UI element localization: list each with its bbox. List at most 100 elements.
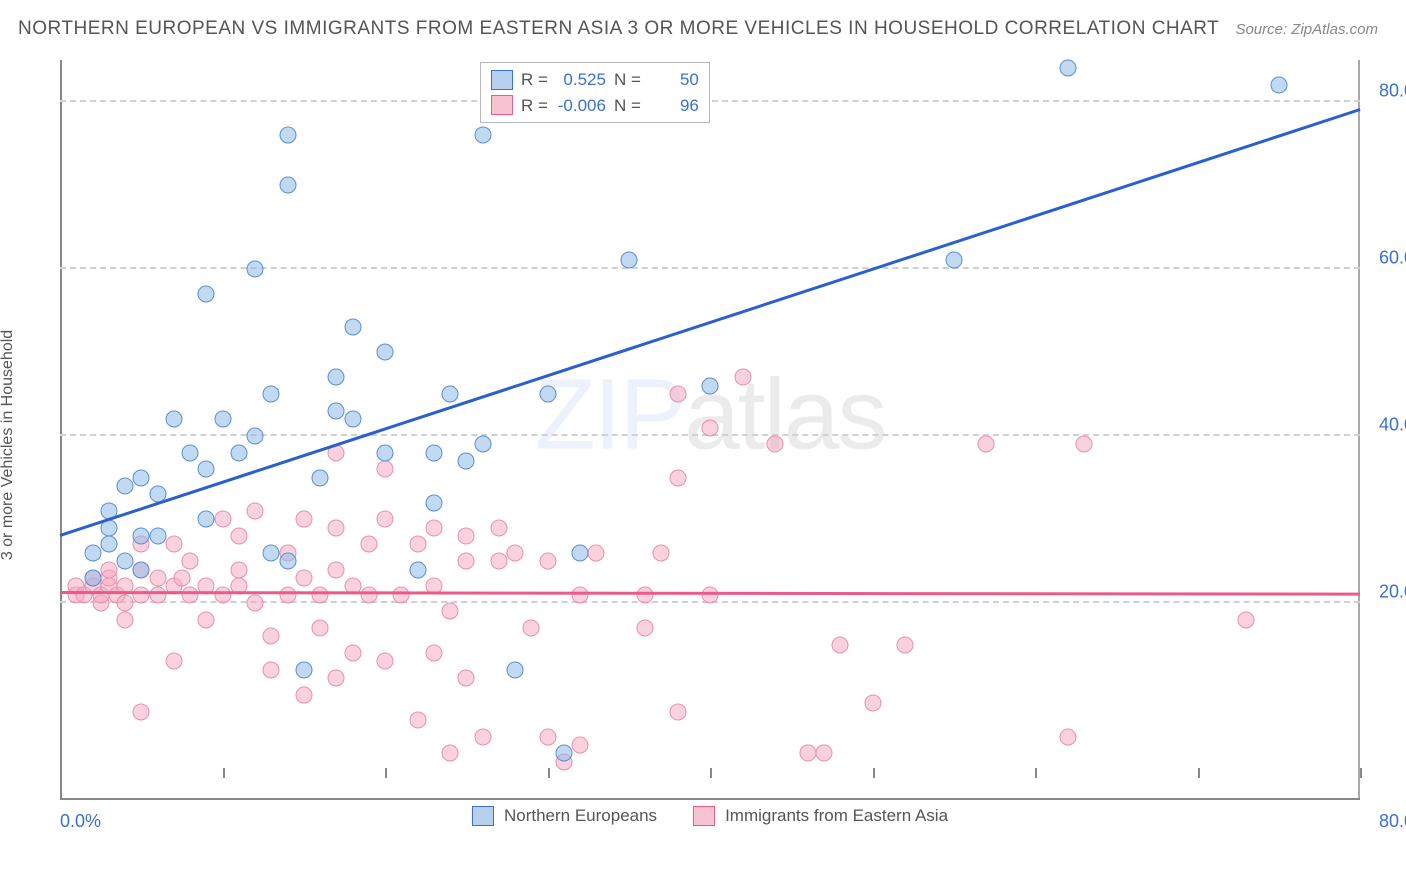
- plot-area: ZIPatlas 20.0%40.0%60.0%80.0%: [60, 60, 1360, 800]
- scatter-point: [702, 377, 719, 394]
- r-value-2: -0.006: [556, 93, 606, 119]
- scatter-point: [588, 544, 605, 561]
- scatter-point: [507, 661, 524, 678]
- scatter-point: [637, 586, 654, 603]
- legend-swatch-pink-b: [693, 806, 715, 826]
- scatter-point: [344, 319, 361, 336]
- scatter-point: [230, 561, 247, 578]
- scatter-point: [702, 586, 719, 603]
- legend-series: Northern Europeans Immigrants from Easte…: [472, 806, 948, 826]
- scatter-point: [669, 386, 686, 403]
- scatter-point: [978, 436, 995, 453]
- scatter-point: [393, 586, 410, 603]
- x-tick: [1198, 768, 1200, 778]
- scatter-point: [555, 745, 572, 762]
- scatter-point: [279, 553, 296, 570]
- scatter-point: [230, 528, 247, 545]
- scatter-point: [815, 745, 832, 762]
- source-label: Source: ZipAtlas.com: [1235, 21, 1378, 38]
- watermark: ZIPatlas: [535, 358, 886, 473]
- scatter-point: [247, 503, 264, 520]
- gridline: [60, 100, 1360, 102]
- scatter-point: [100, 561, 117, 578]
- r-value-1: 0.525: [556, 67, 606, 93]
- x-tick: [60, 768, 62, 778]
- scatter-point: [539, 386, 556, 403]
- scatter-point: [312, 469, 329, 486]
- scatter-point: [328, 402, 345, 419]
- scatter-point: [328, 561, 345, 578]
- scatter-point: [328, 369, 345, 386]
- scatter-point: [117, 553, 134, 570]
- scatter-point: [360, 586, 377, 603]
- scatter-point: [312, 586, 329, 603]
- legend-label-blue: Northern Europeans: [504, 806, 657, 826]
- scatter-point: [620, 252, 637, 269]
- scatter-point: [182, 444, 199, 461]
- scatter-point: [214, 586, 231, 603]
- scatter-point: [198, 511, 215, 528]
- scatter-point: [425, 444, 442, 461]
- r-label-1: R =: [521, 67, 548, 93]
- scatter-point: [263, 628, 280, 645]
- legend-swatch-blue: [491, 70, 513, 90]
- scatter-point: [1075, 436, 1092, 453]
- scatter-point: [247, 260, 264, 277]
- scatter-point: [767, 436, 784, 453]
- scatter-point: [425, 519, 442, 536]
- scatter-point: [1270, 77, 1287, 94]
- scatter-point: [198, 461, 215, 478]
- scatter-point: [425, 645, 442, 662]
- scatter-point: [182, 586, 199, 603]
- x-tick: [385, 768, 387, 778]
- scatter-point: [295, 511, 312, 528]
- scatter-point: [182, 553, 199, 570]
- scatter-point: [377, 444, 394, 461]
- trend-line: [60, 108, 1361, 536]
- y-tick-label: 80.0%: [1379, 80, 1406, 101]
- scatter-point: [165, 536, 182, 553]
- scatter-point: [133, 703, 150, 720]
- scatter-point: [539, 553, 556, 570]
- scatter-point: [247, 427, 264, 444]
- scatter-point: [149, 569, 166, 586]
- scatter-point: [295, 569, 312, 586]
- watermark-zip: ZIP: [535, 359, 685, 471]
- scatter-point: [133, 586, 150, 603]
- x-tick: [1035, 768, 1037, 778]
- legend-swatch-blue-b: [472, 806, 494, 826]
- scatter-point: [360, 536, 377, 553]
- scatter-point: [344, 645, 361, 662]
- chart-title: NORTHERN EUROPEAN VS IMMIGRANTS FROM EAS…: [18, 18, 1219, 40]
- x-tick: [548, 768, 550, 778]
- scatter-point: [165, 411, 182, 428]
- scatter-point: [198, 611, 215, 628]
- scatter-point: [279, 586, 296, 603]
- header-bar: NORTHERN EUROPEAN VS IMMIGRANTS FROM EAS…: [0, 0, 1406, 50]
- scatter-point: [1059, 728, 1076, 745]
- scatter-point: [490, 553, 507, 570]
- x-tick: [873, 768, 875, 778]
- scatter-point: [312, 620, 329, 637]
- scatter-point: [84, 569, 101, 586]
- scatter-point: [328, 519, 345, 536]
- legend-correlation: R = 0.525 N = 50 R = -0.006 N = 96: [480, 62, 710, 123]
- right-axis-line: [1358, 60, 1360, 800]
- y-axis-line: [60, 60, 62, 800]
- scatter-point: [474, 436, 491, 453]
- scatter-point: [474, 127, 491, 144]
- scatter-point: [523, 620, 540, 637]
- scatter-point: [295, 686, 312, 703]
- legend-swatch-pink: [491, 95, 513, 115]
- scatter-point: [377, 461, 394, 478]
- n-label-2: N =: [614, 93, 641, 119]
- legend-label-pink: Immigrants from Eastern Asia: [725, 806, 948, 826]
- scatter-point: [214, 511, 231, 528]
- n-value-2: 96: [649, 93, 699, 119]
- scatter-point: [702, 419, 719, 436]
- scatter-point: [572, 586, 589, 603]
- scatter-point: [897, 636, 914, 653]
- scatter-point: [572, 544, 589, 561]
- y-tick-label: 40.0%: [1379, 414, 1406, 435]
- scatter-point: [799, 745, 816, 762]
